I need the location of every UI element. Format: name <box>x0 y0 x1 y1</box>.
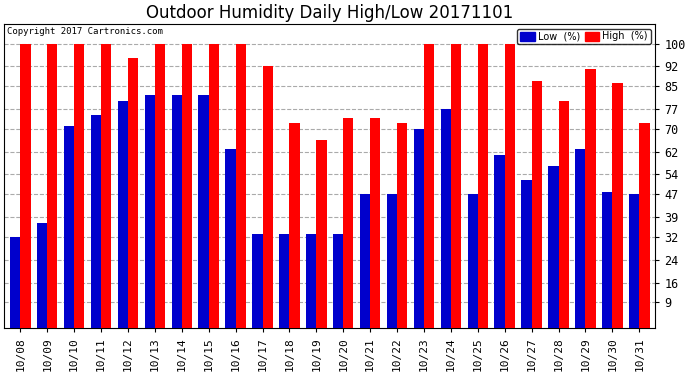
Bar <box>10 237 20 328</box>
Bar <box>172 95 181 328</box>
Bar <box>64 126 74 328</box>
Bar <box>360 194 370 328</box>
Bar <box>155 44 165 328</box>
Bar <box>316 140 326 328</box>
Bar <box>74 44 84 328</box>
Bar <box>306 234 316 328</box>
Bar <box>504 44 515 328</box>
Legend: Low  (%), High  (%): Low (%), High (%) <box>517 28 651 44</box>
Bar <box>37 223 47 328</box>
Bar <box>253 234 262 328</box>
Bar <box>279 234 289 328</box>
Bar <box>208 44 219 328</box>
Bar <box>289 123 299 328</box>
Bar <box>91 115 101 328</box>
Bar <box>602 192 612 328</box>
Bar <box>20 44 30 328</box>
Bar <box>549 166 558 328</box>
Bar <box>235 44 246 328</box>
Bar <box>451 44 461 328</box>
Bar <box>629 194 639 328</box>
Bar <box>387 194 397 328</box>
Bar <box>468 194 477 328</box>
Bar <box>585 69 595 328</box>
Bar <box>531 81 542 328</box>
Bar <box>370 118 380 328</box>
Bar <box>181 44 192 328</box>
Bar <box>575 149 585 328</box>
Bar <box>101 44 111 328</box>
Bar <box>522 180 531 328</box>
Bar <box>397 123 407 328</box>
Bar <box>495 154 504 328</box>
Bar <box>612 84 622 328</box>
Bar <box>414 129 424 328</box>
Bar <box>118 100 128 328</box>
Bar <box>343 118 353 328</box>
Title: Outdoor Humidity Daily High/Low 20171101: Outdoor Humidity Daily High/Low 20171101 <box>146 4 513 22</box>
Bar <box>128 58 138 328</box>
Bar <box>558 100 569 328</box>
Bar <box>424 44 434 328</box>
Bar <box>47 44 57 328</box>
Bar <box>226 149 235 328</box>
Text: Copyright 2017 Cartronics.com: Copyright 2017 Cartronics.com <box>8 27 164 36</box>
Bar <box>639 123 649 328</box>
Bar <box>477 44 488 328</box>
Bar <box>441 109 451 328</box>
Bar <box>145 95 155 328</box>
Bar <box>199 95 208 328</box>
Bar <box>333 234 343 328</box>
Bar <box>262 66 273 328</box>
